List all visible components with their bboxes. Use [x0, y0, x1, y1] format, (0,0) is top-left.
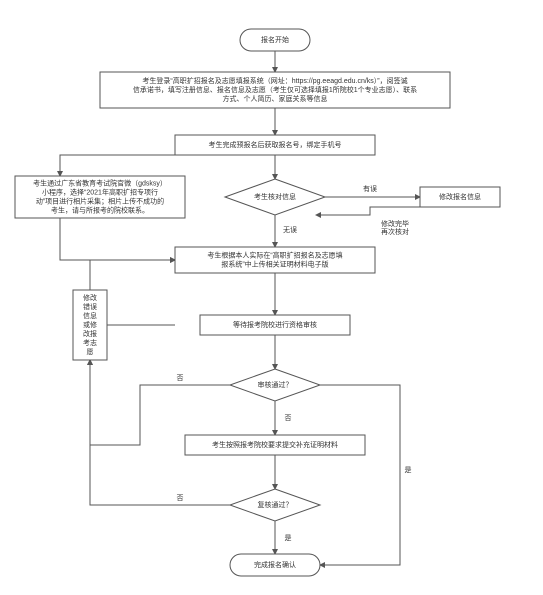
node-modify: 修改报名信息 [420, 187, 500, 207]
node-sidebox: 修改错误信息或修改报考志愿 [73, 290, 107, 360]
flowchart: 有误修改完毕再次核对无误否是否否是报名开始考生登录“高职扩招报名及志愿填报系统（… [0, 0, 543, 595]
node-login: 考生登录“高职扩招报名及志愿填报系统（网址：https://pg.eeagd.e… [100, 72, 450, 108]
sidebox-text: 考志 [83, 338, 97, 347]
node-photo: 考生通过广东省教育考试院官微（gdsksy）小程序，选择“2021年高职扩招专项… [15, 176, 185, 218]
sidebox-text: 改报 [83, 329, 97, 338]
photo-text: 动”项目进行相片采集；相片上传不成功的 [36, 196, 164, 205]
node-pass2: 复核通过？ [230, 489, 320, 521]
end-text: 完成报名确认 [254, 560, 296, 569]
photo-text: 考生，请与所报考的院校联系。 [51, 205, 149, 214]
edge-label: 修改完毕 [381, 219, 409, 228]
edge-label: 是 [405, 466, 412, 474]
node-pass1: 审核通过？ [230, 369, 320, 401]
edge-label: 是 [285, 534, 292, 542]
edge [320, 385, 400, 565]
upload-shape [175, 247, 375, 273]
edge-label: 无误 [283, 225, 297, 234]
login-text: 方式、个人简历、家庭关系等信息 [223, 94, 328, 103]
edge [60, 155, 175, 176]
edge [316, 207, 420, 215]
node-review: 等待报考院校进行资格审核 [200, 315, 350, 335]
sidebox-text: 信息 [83, 311, 97, 320]
node-end: 完成报名确认 [230, 554, 320, 576]
login-text: 信承诺书，填写注册信息、报名信息及志愿（考生仅可选择填报1所院校1个专业志愿）、… [133, 85, 417, 94]
edge [90, 360, 230, 445]
sidebox-text: 修改 [83, 293, 97, 302]
upload-text: 考生根据本人实际在“高职扩招报名及志愿填 [207, 250, 342, 259]
photo-text: 考生通过广东省教育考试院官微（gdsksy） [33, 178, 167, 187]
modify-text: 修改报名信息 [439, 192, 481, 201]
getno-text: 考生完成预报名后获取报名号，绑定手机号 [209, 140, 342, 149]
sidebox-text: 愿 [87, 348, 94, 356]
edge [90, 360, 230, 505]
login-text: 考生登录“高职扩招报名及志愿填报系统（网址：https://pg.eeagd.e… [142, 76, 407, 85]
edge-label: 再次核对 [381, 227, 409, 236]
check-text: 考生核对信息 [254, 192, 296, 201]
node-upload: 考生根据本人实际在“高职扩招报名及志愿填报系统”中上传相关证明材料电子版 [175, 247, 375, 273]
edge-label: 否 [177, 494, 184, 502]
review-text: 等待报考院校进行资格审核 [233, 320, 317, 329]
node-check: 考生核对信息 [225, 179, 325, 215]
edge [90, 260, 175, 290]
pass2-text: 复核通过？ [258, 500, 293, 509]
edge-label: 否 [285, 414, 292, 422]
node-start: 报名开始 [240, 29, 310, 51]
sidebox-text: 或修 [83, 320, 97, 329]
edge-label: 否 [177, 374, 184, 382]
edge [60, 218, 175, 260]
node-getno: 考生完成预报名后获取报名号，绑定手机号 [175, 135, 375, 155]
supp-text: 考生按照报考院校要求提交补充证明材料 [212, 440, 338, 449]
start-text: 报名开始 [261, 35, 289, 44]
pass1-text: 审核通过？ [258, 380, 293, 389]
upload-text: 报系统”中上传相关证明材料电子版 [221, 259, 328, 268]
node-supp: 考生按照报考院校要求提交补充证明材料 [185, 435, 365, 455]
sidebox-text: 错误 [83, 302, 97, 311]
edge-label: 有误 [363, 184, 377, 193]
photo-text: 小程序，选择“2021年高职扩招专项行 [42, 187, 158, 196]
